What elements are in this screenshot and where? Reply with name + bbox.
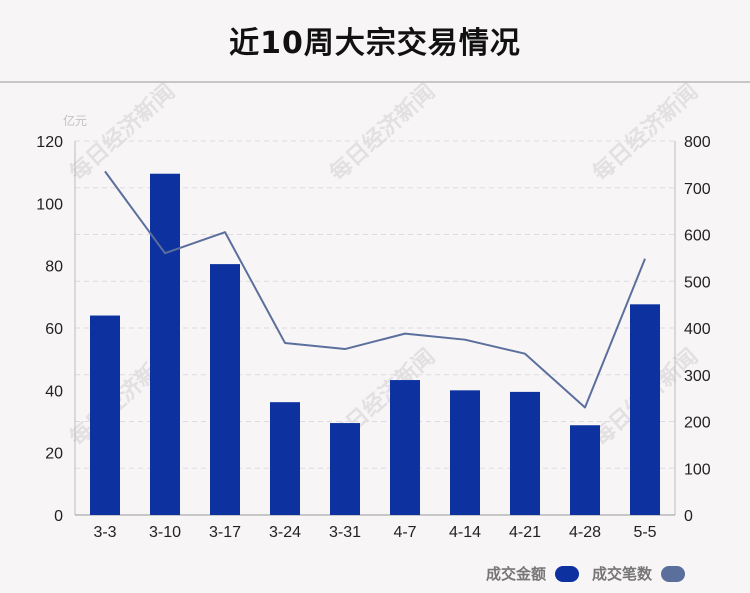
title-divider	[0, 81, 750, 83]
legend-swatch-count	[661, 566, 686, 582]
y-right-tick-label: 800	[684, 134, 711, 151]
legend-line: 成交笔数	[592, 563, 686, 584]
bar	[510, 391, 540, 515]
y-unit-label: 亿元	[63, 113, 87, 128]
y-left-tick-label: 0	[54, 508, 63, 525]
x-tick-label: 3-3	[93, 524, 116, 541]
x-tick-label: 4-21	[509, 524, 541, 541]
x-tick-label: 3-24	[269, 524, 301, 541]
bar	[150, 173, 180, 515]
y-right-tick-label: 0	[684, 508, 693, 525]
legend-label-count: 成交笔数	[592, 565, 653, 583]
chart-title: 近10周大宗交易情况	[229, 26, 521, 61]
y-left-tick-label: 20	[45, 446, 63, 463]
bar	[630, 304, 660, 515]
y-left-tick-label: 80	[45, 259, 63, 276]
bar	[90, 315, 120, 515]
y-right-tick-label: 200	[684, 415, 711, 432]
y-right-tick-label: 100	[684, 461, 711, 478]
x-tick-label: 3-31	[329, 524, 361, 541]
legend-bar: 成交金额	[486, 563, 580, 584]
bar	[210, 264, 240, 515]
bar	[450, 390, 480, 515]
x-tick-label: 4-14	[449, 524, 481, 541]
line-series-count	[104, 170, 646, 409]
x-tick-label: 3-10	[149, 524, 181, 541]
bar	[330, 423, 360, 515]
legend-swatch-amount	[555, 566, 580, 582]
legend-label-amount: 成交金额	[486, 565, 547, 583]
y-left-tick-label: 40	[45, 383, 63, 400]
y-left-tick-label: 100	[36, 196, 63, 213]
y-right-tick-label: 700	[684, 181, 711, 198]
x-tick-label: 3-17	[209, 524, 241, 541]
x-tick-label: 4-28	[569, 524, 601, 541]
bar	[570, 425, 600, 515]
y-right-tick-label: 600	[684, 228, 711, 245]
y-right-tick-label: 500	[684, 274, 711, 291]
y-right-tick-label: 300	[684, 368, 711, 385]
bar	[390, 380, 420, 515]
bar	[270, 402, 300, 515]
x-tick-label: 5-5	[633, 524, 656, 541]
y-right-tick-label: 400	[684, 321, 711, 338]
y-left-tick-label: 60	[45, 321, 63, 338]
y-left-tick-label: 120	[36, 134, 63, 151]
x-tick-label: 4-7	[393, 524, 416, 541]
